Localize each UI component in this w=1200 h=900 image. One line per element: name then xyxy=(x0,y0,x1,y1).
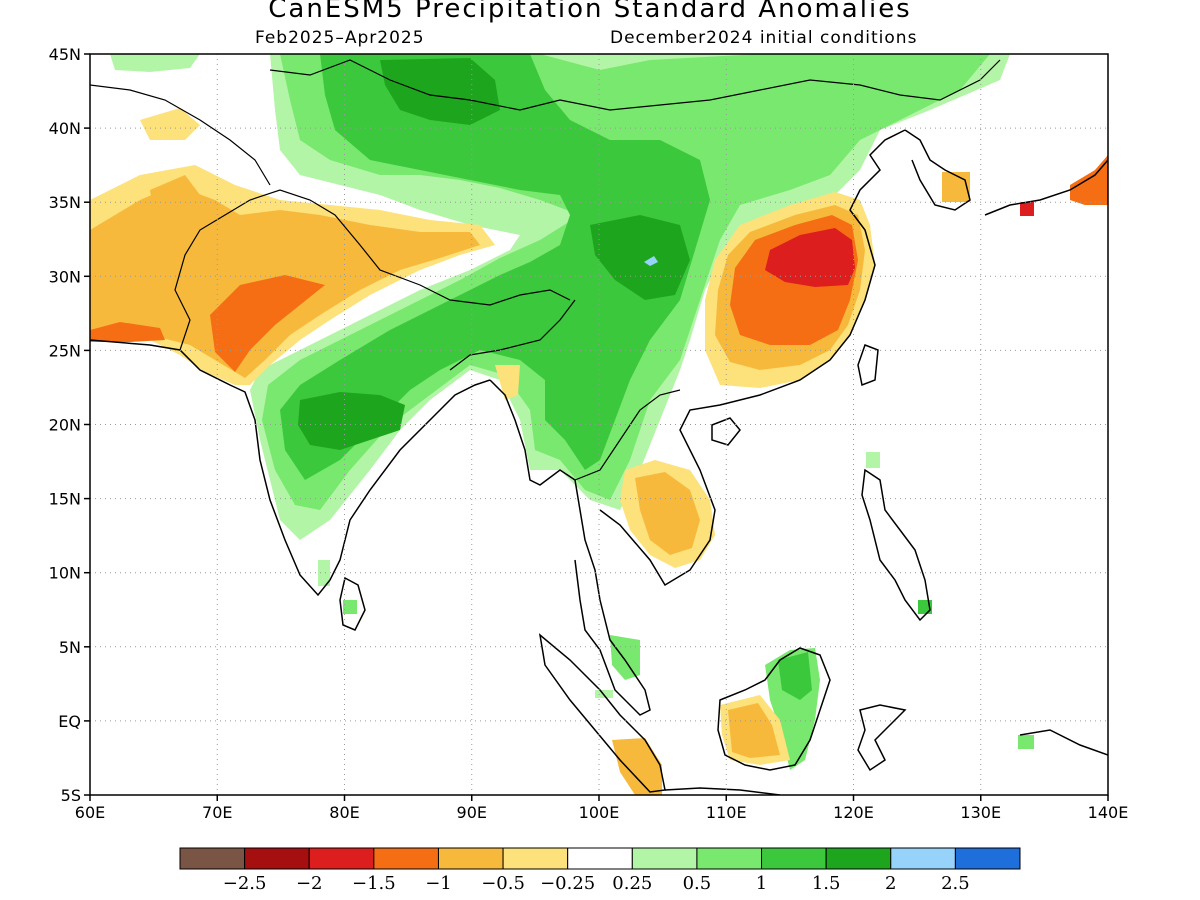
coastline-india xyxy=(90,339,491,597)
anomaly-cell xyxy=(866,452,880,468)
anomaly-region-pos-core-north xyxy=(380,58,500,125)
anomaly-region-pos-core-india xyxy=(298,392,405,450)
coastlines xyxy=(90,59,1108,795)
anomaly-region-pos-malaya xyxy=(610,635,640,680)
coastline-myanmar xyxy=(489,379,601,601)
anomaly-cell xyxy=(1018,735,1034,749)
colorbar-label: −2 xyxy=(296,873,323,894)
coastline-java xyxy=(664,787,781,795)
anomaly-cell xyxy=(343,600,357,614)
anomaly-field xyxy=(90,54,1108,795)
lon-tick-label: 70E xyxy=(202,803,232,822)
lon-tick-label: 60E xyxy=(75,803,105,822)
coastline-korea xyxy=(904,129,971,211)
lat-tick-label: 20N xyxy=(49,416,81,435)
anomaly-region-neg-china-core xyxy=(765,228,855,287)
lat-tick-label: 10N xyxy=(49,564,81,583)
colorbar-swatch xyxy=(244,847,310,870)
anomaly-region-neg-afghan xyxy=(150,175,200,235)
axis-ticks: 60E 70E 80E 90E 100E 110E 120E 130E 140E 45N 40N 35… xyxy=(49,45,1129,822)
colorbar: −2.5 −2 −1.5 −1 −0.5 −0.25 0.25 0.5 1 1.5 2 2.5 xyxy=(179,847,1021,894)
border-line xyxy=(90,84,271,186)
colorbar-label: −1.5 xyxy=(352,873,396,894)
anomaly-region-neg-strong-w xyxy=(90,322,165,342)
anomaly-region-neg-tajik xyxy=(140,108,200,140)
lon-tick-label: 110E xyxy=(706,803,747,822)
anomaly-cell xyxy=(942,172,970,202)
lon-tick-label: 120E xyxy=(833,803,874,822)
coastline-taiwan xyxy=(857,344,879,387)
lat-tick-label: 25N xyxy=(49,341,81,360)
coastline-hainan xyxy=(711,417,741,446)
anomaly-region-pos-core-tibet xyxy=(590,215,690,300)
colorbar-swatch xyxy=(308,847,375,870)
colorbar-swatch xyxy=(631,847,698,870)
border-line xyxy=(174,189,571,351)
anomaly-region-neg-bengal xyxy=(495,365,520,400)
coastline-borneo xyxy=(717,647,831,771)
coastline-new-guinea xyxy=(1019,729,1108,756)
coastline-sulawesi xyxy=(857,704,907,772)
anomaly-cell xyxy=(1020,202,1034,216)
colorbar-label: −1 xyxy=(425,873,452,894)
lat-tick-label: 35N xyxy=(49,193,81,212)
colorbar-label: 0.5 xyxy=(683,873,712,894)
colorbar-swatch xyxy=(567,847,633,870)
border-line xyxy=(269,59,1001,111)
lon-tick-label: 100E xyxy=(579,803,620,822)
colorbar-swatch xyxy=(696,847,763,870)
colorbar-label: 1 xyxy=(756,873,767,894)
anomaly-region-pos-blue-spot xyxy=(644,256,658,266)
gridlines xyxy=(90,54,1108,795)
coastline-sri-lanka xyxy=(339,576,366,631)
colorbar-swatch xyxy=(437,847,504,870)
colorbar-swatch xyxy=(502,847,569,870)
coastline-malaya xyxy=(574,559,651,716)
anomaly-region-neg-borneo-mod xyxy=(728,703,780,758)
colorbar-label: 1.5 xyxy=(812,873,841,894)
anomaly-region-pos-strong xyxy=(280,54,710,480)
map-title: CanESM5 Precipitation Standard Anomalies xyxy=(268,0,912,24)
lat-tick-label: EQ xyxy=(58,712,81,731)
colorbar-swatch xyxy=(954,847,1021,870)
colorbar-label: −2.5 xyxy=(223,873,267,894)
coastline-japan xyxy=(984,159,1108,216)
lat-tick-label: 40N xyxy=(49,119,81,138)
colorbar-swatch xyxy=(179,847,246,870)
lon-tick-label: 80E xyxy=(329,803,359,822)
colorbar-label: 0.25 xyxy=(612,873,652,894)
initial-conditions: December2024 initial conditions xyxy=(610,28,918,48)
colorbar-label: −0.5 xyxy=(481,873,525,894)
anomaly-region-neg-indochina-mod xyxy=(635,472,700,555)
coastline-philippines xyxy=(861,468,931,622)
lon-tick-label: 130E xyxy=(960,803,1001,822)
anomaly-cell xyxy=(318,560,330,586)
lat-tick-label: 5N xyxy=(59,638,81,657)
anomaly-region-neg-strong xyxy=(210,275,325,372)
lon-tick-label: 90E xyxy=(457,803,487,822)
border-line xyxy=(449,299,576,371)
lat-tick-label: 30N xyxy=(49,267,81,286)
colorbar-swatch xyxy=(373,847,439,870)
lat-tick-label: 15N xyxy=(49,490,81,509)
colorbar-label: 2 xyxy=(885,873,896,894)
colorbar-swatch xyxy=(890,847,956,870)
colorbar-swatch xyxy=(761,847,827,870)
forecast-period: Feb2025–Apr2025 xyxy=(255,28,425,48)
anomaly-region-neg-java xyxy=(612,738,662,795)
anomaly-region-pos-borneo-core xyxy=(778,652,812,700)
colorbar-label: −0.25 xyxy=(540,873,595,894)
colorbar-label: 2.5 xyxy=(941,873,970,894)
lat-tick-label: 45N xyxy=(49,45,81,64)
lat-tick-label: 5S xyxy=(61,786,81,805)
anomaly-region-neg-japan xyxy=(1070,155,1108,205)
colorbar-swatch xyxy=(825,847,892,870)
anomaly-region-pos-light-nw xyxy=(110,54,200,72)
lon-tick-label: 140E xyxy=(1088,803,1129,822)
